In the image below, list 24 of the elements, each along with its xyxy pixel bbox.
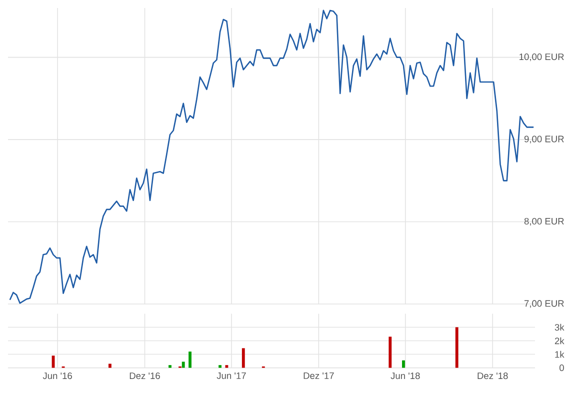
y-tick-label: 10,00 EUR xyxy=(520,54,564,62)
x-tick-label: Jun '18 xyxy=(390,372,420,380)
y-tick-label: 0 xyxy=(560,364,564,372)
y-tick-label: 7,00 EUR xyxy=(524,300,564,308)
x-tick-label: Dez '18 xyxy=(478,372,508,380)
bar xyxy=(218,365,222,368)
x-tick-label: Dez '17 xyxy=(304,372,334,379)
bar xyxy=(188,352,192,368)
x-tick-label: Jun '16 xyxy=(42,372,72,380)
y-tick-label: 9,00 EUR xyxy=(524,136,564,144)
y-tick-label: 1k xyxy=(555,350,564,358)
bar xyxy=(388,336,392,368)
x-tick-label: Jun '17 xyxy=(216,372,246,379)
bar xyxy=(225,365,228,368)
bar xyxy=(402,360,405,368)
bar xyxy=(108,364,112,368)
y-tick-label: 8,00 EUR xyxy=(524,218,564,226)
bar xyxy=(168,365,172,368)
x-tick-label: Dez '16 xyxy=(130,372,160,380)
y-tick-label: 2k xyxy=(554,337,564,344)
y-tick-label: 3k xyxy=(554,324,564,331)
bar xyxy=(455,327,458,368)
bar xyxy=(242,348,245,368)
bar xyxy=(182,362,185,368)
